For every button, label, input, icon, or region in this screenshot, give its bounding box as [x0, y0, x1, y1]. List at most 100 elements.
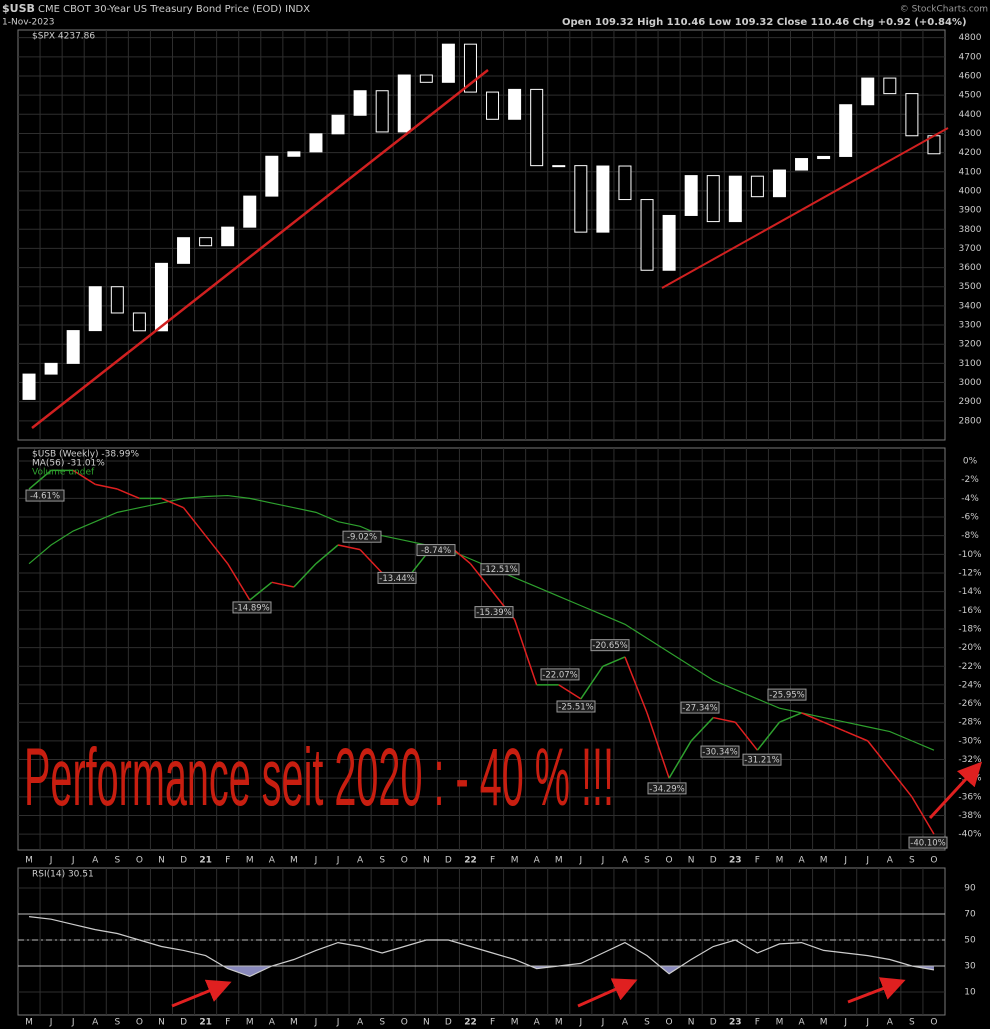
line-segment [182, 507, 207, 537]
x-tick-label: M [820, 1018, 828, 1028]
y-tick-label: -26% [958, 699, 982, 709]
candle [243, 195, 257, 228]
candle [596, 165, 610, 233]
quote: Open 109.32 High 110.46 Low 109.32 Close… [562, 17, 967, 28]
line-segment [779, 712, 802, 723]
y-tick-label: -8% [961, 531, 979, 541]
x-tick-label: A [357, 1018, 364, 1028]
line-segment [72, 469, 96, 486]
x-tick-label: 22 [464, 856, 477, 866]
x-tick-label: F [225, 856, 230, 866]
x-tick-label: D [445, 1018, 452, 1028]
arrow [847, 977, 906, 1004]
x-tick-label: O [930, 856, 937, 866]
candle [817, 155, 831, 160]
y-tick-label: 2900 [959, 397, 982, 407]
candle [508, 88, 522, 120]
y-tick-label: 4000 [959, 186, 982, 196]
y-tick-label: 2800 [959, 416, 982, 426]
candle [772, 169, 786, 198]
data-label-box [342, 530, 382, 543]
line-segment [513, 619, 538, 686]
candle [728, 175, 742, 223]
x-tick-label: 21 [199, 856, 212, 866]
data-label-box [480, 563, 520, 576]
data-label: -30.34% [702, 748, 737, 758]
line-segment [713, 716, 736, 723]
data-label: -20.65% [592, 641, 627, 651]
arrow [171, 979, 232, 1008]
y-tick-label: 70 [964, 910, 976, 920]
x-tick-label: J [578, 1018, 582, 1028]
x-tick-label: 23 [729, 1018, 742, 1028]
data-label-box [908, 836, 948, 849]
x-tick-label: A [357, 856, 364, 866]
y-tick-label: 4800 [959, 33, 982, 43]
candle [861, 77, 875, 106]
series-line [28, 916, 935, 978]
x-tick-label: A [269, 856, 276, 866]
x-tick-label: S [644, 1018, 650, 1028]
y-tick-label: 3200 [959, 340, 982, 350]
y-tick-label: 4300 [959, 129, 982, 139]
y-tick-label: 3100 [959, 359, 982, 369]
x-tick-label: O [930, 1018, 937, 1028]
data-label: -8.74% [421, 546, 451, 556]
y-tick-label: 4700 [959, 52, 982, 62]
line-segment [911, 796, 935, 835]
candle [486, 91, 500, 120]
line-segment [117, 488, 140, 500]
x-tick-label: O [666, 1018, 673, 1028]
y-tick-label: 3000 [959, 378, 982, 388]
x-tick-label: A [887, 1018, 894, 1028]
data-label: -4.61% [30, 492, 60, 502]
data-label-box [377, 571, 417, 584]
x-tick-label: J [71, 1018, 75, 1028]
y-tick-label: -18% [958, 624, 982, 634]
y-tick-label: 3300 [959, 321, 982, 331]
date: 1-Nov-2023 [2, 18, 54, 28]
line-segment [28, 469, 52, 490]
x-tick-label: O [136, 856, 143, 866]
y-tick-label: -30% [958, 736, 982, 746]
data-label-box [700, 745, 740, 758]
line-segment [161, 497, 184, 509]
data-label: -14.89% [234, 603, 269, 613]
line-segment [602, 656, 626, 667]
x-tick-label: J [336, 1018, 340, 1028]
candle [309, 133, 323, 153]
line-segment [580, 665, 604, 700]
x-tick-label: A [622, 1018, 629, 1028]
x-tick-label: S [379, 1018, 385, 1028]
y-tick-label: 90 [964, 884, 976, 894]
x-tick-label: 23 [729, 856, 742, 866]
data-label: -15.39% [476, 608, 511, 618]
data-label-box [25, 489, 65, 502]
x-tick-label: O [666, 856, 673, 866]
x-tick-label: 21 [199, 1018, 212, 1028]
x-tick-label: F [490, 856, 495, 866]
x-tick-label: N [158, 856, 165, 866]
x-tick-label: O [136, 1018, 143, 1028]
x-tick-label: M [290, 856, 298, 866]
y-tick-label: -24% [958, 680, 982, 690]
candle [795, 158, 809, 171]
description: CME CBOT 30-Year US Treasury Bond Price … [38, 4, 310, 15]
x-tick-label: D [445, 856, 452, 866]
y-tick-label: 4600 [959, 71, 982, 81]
x-tick-label: F [755, 1018, 760, 1028]
x-tick-label: N [158, 1018, 165, 1028]
candle [640, 199, 654, 271]
y-tick-label: 30 [964, 962, 976, 972]
data-label-box [742, 753, 782, 766]
candle [265, 155, 279, 197]
x-tick-label: M [290, 1018, 298, 1028]
x-tick-label: M [555, 1018, 563, 1028]
data-label-box [556, 700, 596, 713]
x-tick-label: D [180, 856, 187, 866]
candle [221, 226, 235, 247]
symbol: $USB [2, 2, 35, 15]
x-tick-label: F [755, 856, 760, 866]
line-segment [668, 740, 692, 779]
y-tick-label: -32% [958, 755, 982, 765]
